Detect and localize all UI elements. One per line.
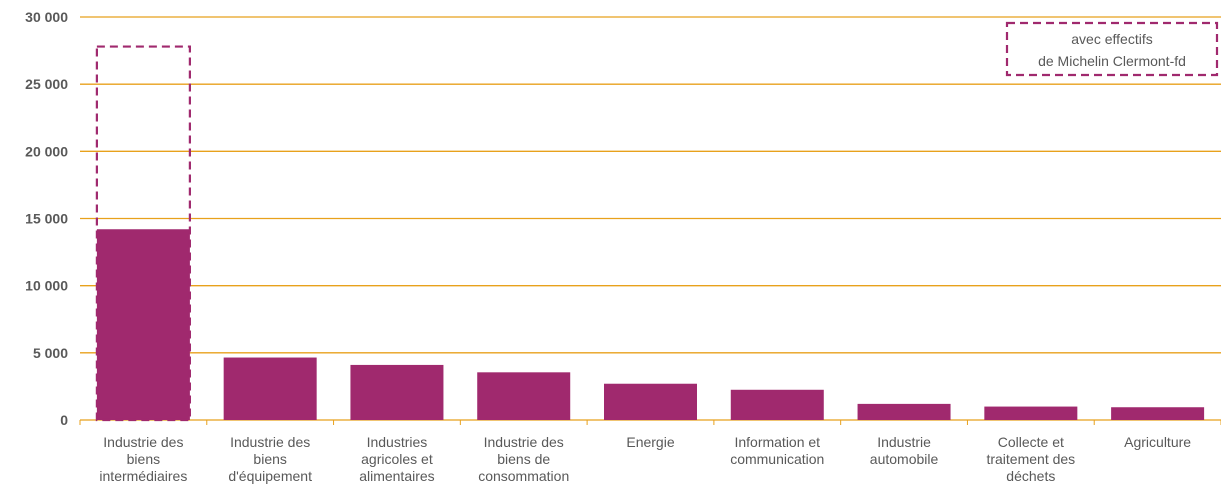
x-category-label: Collecte et traitement des déchets (986, 434, 1075, 484)
bar (604, 383, 697, 420)
bar (1111, 407, 1205, 420)
x-category-label: Industrie des biens intermédiaires (99, 434, 187, 484)
y-tick-label: 0 (60, 412, 68, 428)
category-label-line: Industrie des (103, 434, 183, 450)
category-label-line: déchets (1006, 468, 1055, 484)
x-category-label: Information et communication (730, 434, 824, 467)
y-tick-label: 15 000 (25, 211, 68, 227)
x-category-label: Industrie des biens d'équipement (228, 434, 312, 484)
dashed-overlay-bar (95, 45, 191, 422)
category-label-line: Industrie (877, 434, 931, 450)
grid-layer (79, 16, 1221, 425)
category-label-line: d'équipement (228, 468, 312, 484)
bars-layer (95, 45, 1205, 422)
bar (730, 389, 824, 420)
x-category-label: Industrie des biens de consommation (478, 434, 569, 484)
category-label-line: biens (253, 451, 286, 467)
category-label-line: Agriculture (1124, 434, 1191, 450)
legend-line-1: avec effectifs (1071, 31, 1152, 47)
y-tick-label: 25 000 (25, 76, 68, 92)
category-label-line: Industrie des (230, 434, 310, 450)
legend: avec effectifs de Michelin Clermont-fd (1005, 21, 1219, 77)
x-category-label: Industries agricoles et alimentaires (359, 434, 434, 484)
category-label-line: Industries (367, 434, 428, 450)
y-tick-label: 10 000 (25, 278, 68, 294)
category-label-line: agricoles et (361, 451, 433, 467)
bar (984, 406, 1078, 420)
legend-dashed-box (1005, 21, 1219, 77)
y-tick-label: 30 000 (25, 9, 68, 25)
bar (223, 357, 317, 420)
category-label-line: Collecte et (998, 434, 1064, 450)
category-label-line: alimentaires (359, 468, 434, 484)
category-label-line: Industrie des (484, 434, 564, 450)
category-label-line: automobile (870, 451, 939, 467)
category-label-line: Energie (626, 434, 674, 450)
legend-line-2: de Michelin Clermont-fd (1038, 53, 1186, 69)
bar (857, 403, 951, 420)
category-label-line: Information et (734, 434, 820, 450)
bar (477, 372, 571, 420)
x-category-labels: Industrie des biens intermédiairesIndustri… (99, 434, 1191, 484)
category-label-line: intermédiaires (99, 468, 187, 484)
x-category-label: Industrie automobile (870, 434, 939, 467)
y-tick-labels: 0 5 000 10 000 15 000 20 000 25 000 30 000 (25, 9, 68, 428)
x-category-label: Energie (626, 434, 674, 450)
category-label-line: traitement des (986, 451, 1075, 467)
bar (96, 229, 190, 420)
category-label-line: biens de (497, 451, 550, 467)
y-tick-label: 5 000 (33, 345, 68, 361)
y-tick-label: 20 000 (25, 143, 68, 159)
category-label-line: communication (730, 451, 824, 467)
category-label-line: biens (127, 451, 160, 467)
x-category-label: Agriculture (1124, 434, 1191, 450)
category-label-line: consommation (478, 468, 569, 484)
bar (350, 364, 444, 420)
